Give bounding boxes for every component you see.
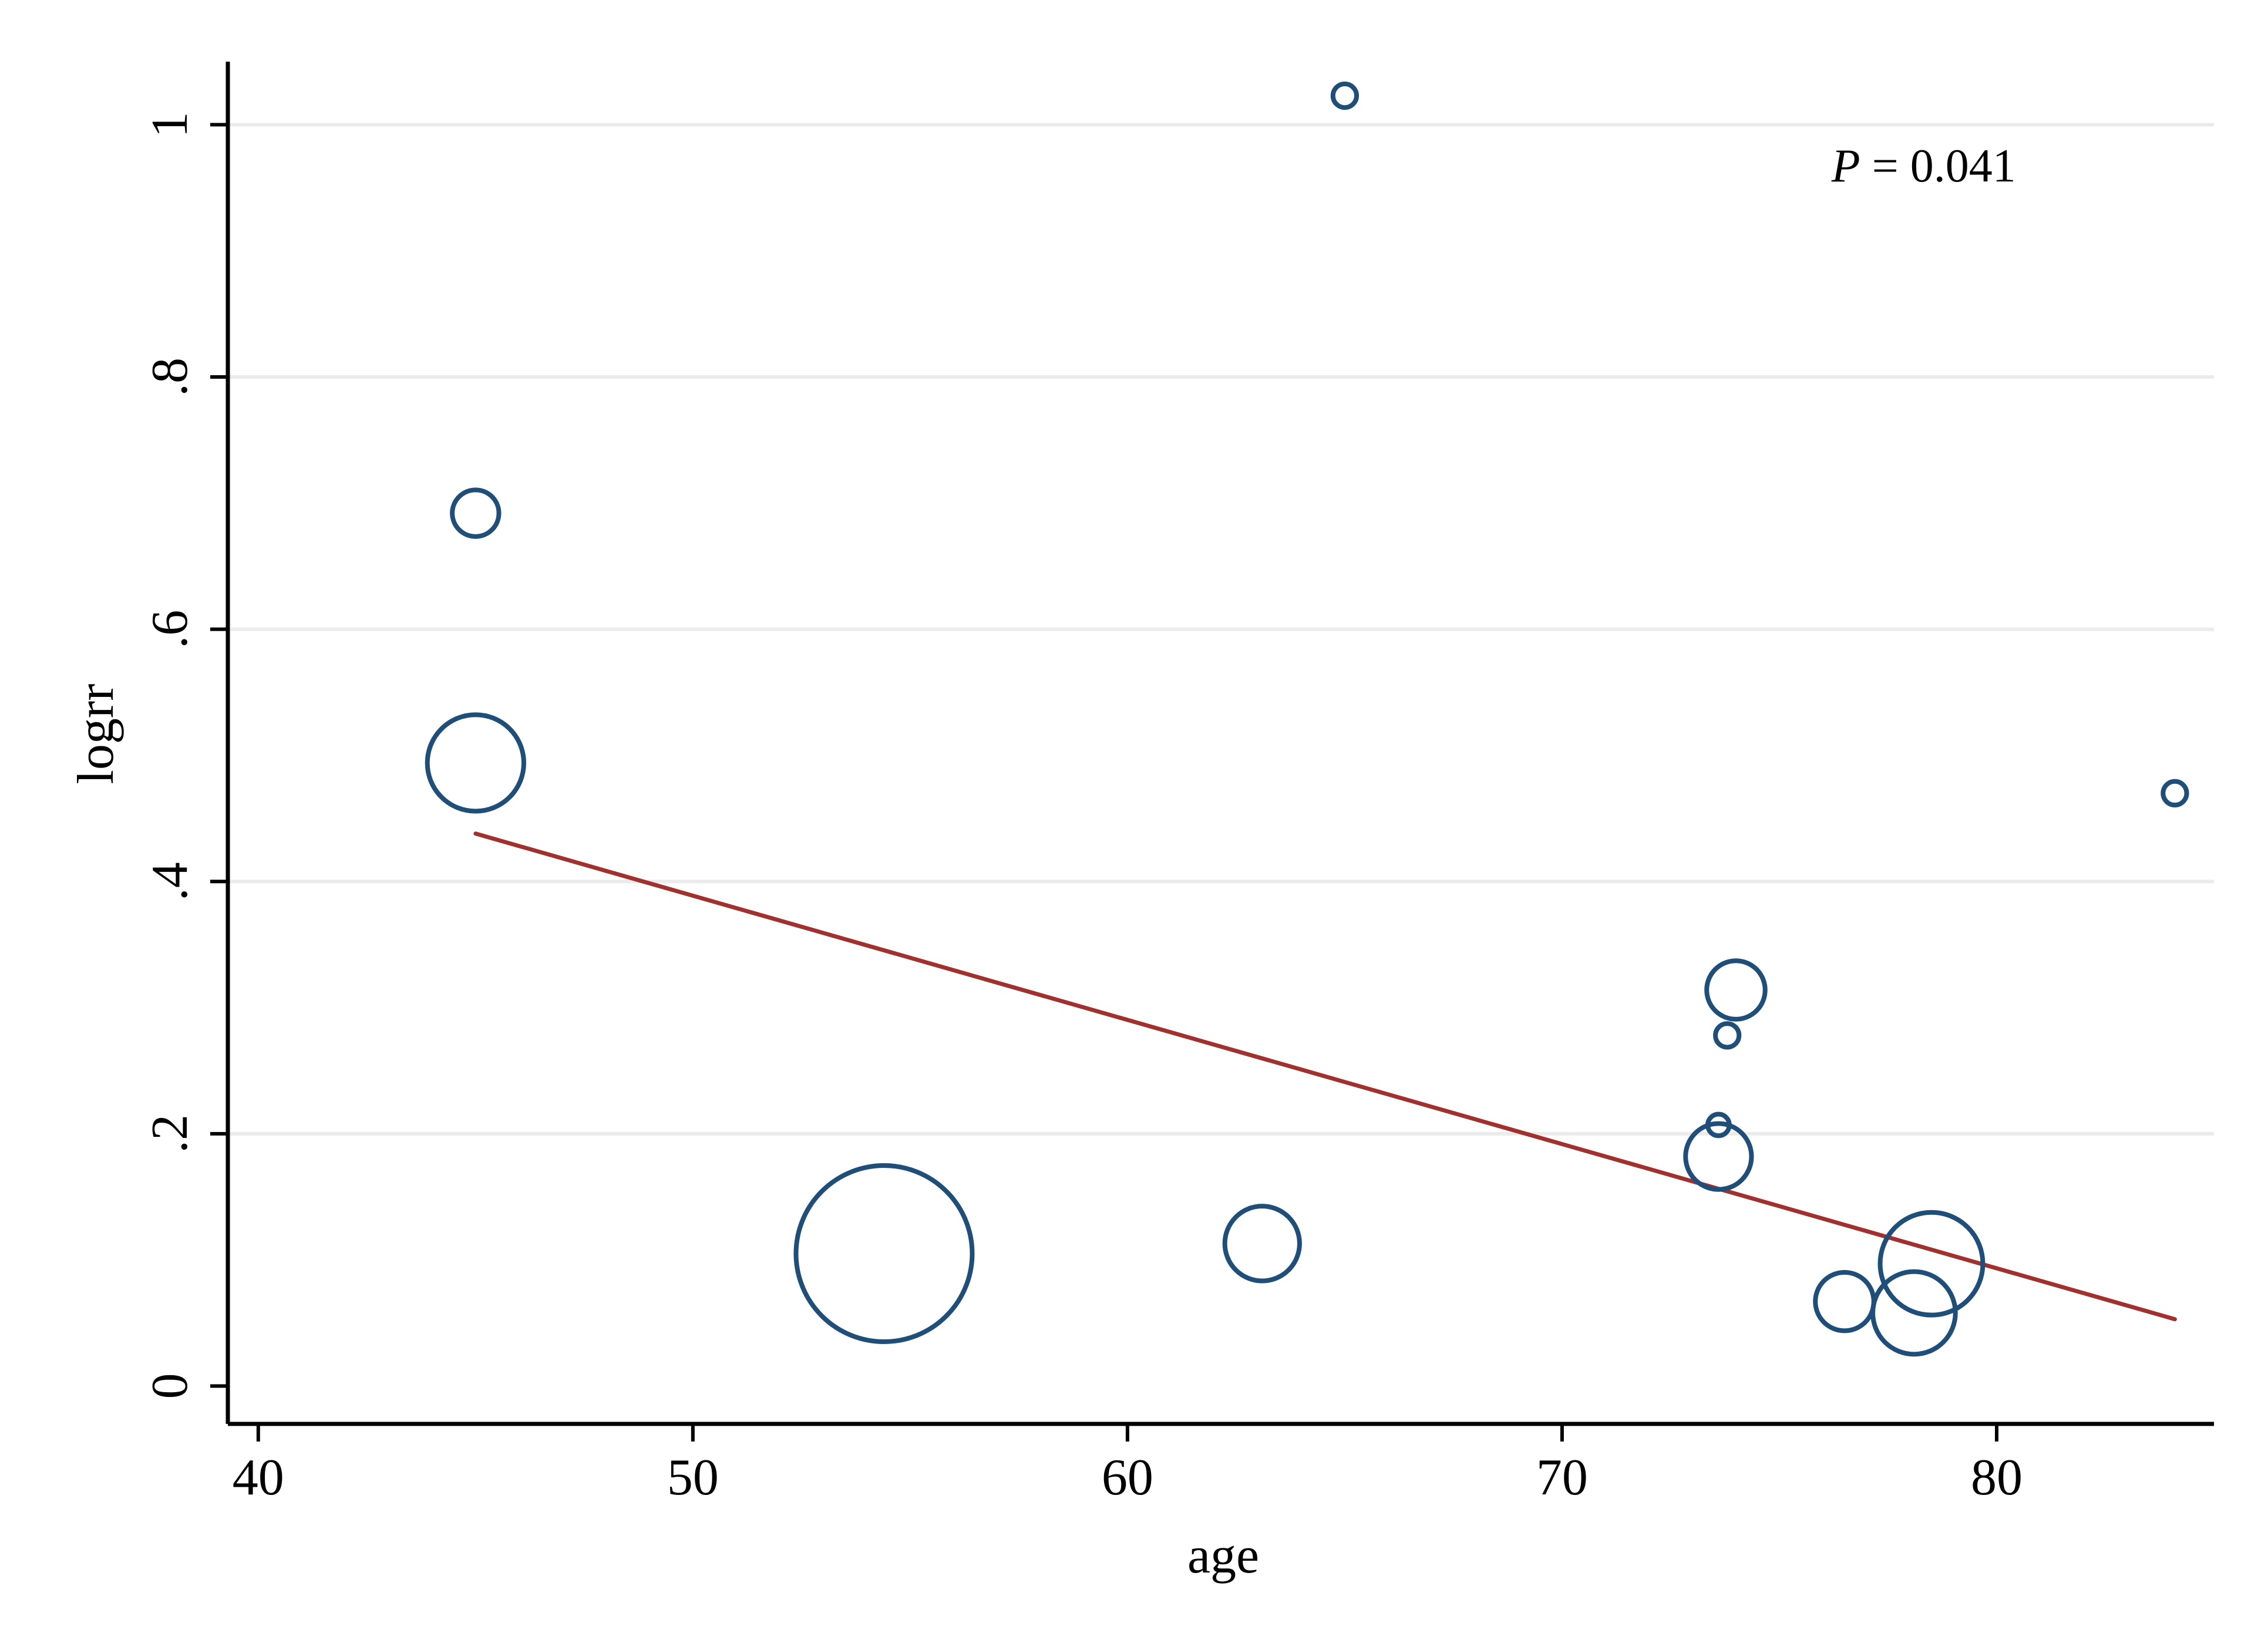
data-point-10 [1870, 1269, 1958, 1357]
x-tick-label-0: 40 [233, 1449, 284, 1506]
x-tick-label-1: 50 [667, 1449, 719, 1506]
p-value-symbol: P [1831, 140, 1860, 192]
annotation: P = 0.041 [1831, 140, 2016, 192]
fit-line [473, 831, 2177, 1322]
data-point-4 [1330, 81, 1360, 110]
x-tick-label-3: 70 [1536, 1449, 1588, 1506]
p-value-annotation: P = 0.041 [1831, 140, 2016, 192]
data-point-6 [1683, 1121, 1754, 1192]
x-tick-label-2: 60 [1102, 1449, 1153, 1506]
y-tick-label-0: 0 [142, 1373, 198, 1399]
data-point-3 [1222, 1204, 1302, 1284]
data-point-12 [2161, 779, 2189, 808]
data-point-8 [1704, 958, 1768, 1022]
data-point-1 [425, 712, 526, 814]
x-tick-label-4: 80 [1971, 1449, 2023, 1506]
tick-labels: 40 50 60 70 80 0 .2 .4 .6 .8 1 [142, 112, 2023, 1506]
y-tick-label-5: 1 [142, 112, 198, 137]
y-tick-label-2: .4 [142, 862, 198, 901]
axes [210, 62, 2214, 1442]
data-point-2 [793, 1163, 975, 1344]
data-point-11 [1877, 1210, 1986, 1318]
y-tick-label-3: .6 [142, 610, 198, 649]
axis-labels: age logrr [68, 683, 1259, 1584]
p-value-text: = 0.041 [1860, 140, 2016, 192]
data-points [425, 81, 2189, 1357]
x-axis-label: age [1187, 1527, 1259, 1584]
y-tick-label-4: .8 [142, 358, 198, 396]
y-axis-label: logrr [68, 683, 124, 784]
data-point-0 [450, 487, 502, 539]
gridlines [228, 123, 2214, 1136]
y-tick-label-1: .2 [142, 1114, 198, 1153]
data-point-9 [1813, 1269, 1876, 1333]
data-point-7 [1713, 1021, 1742, 1050]
fit-line-group [473, 831, 2177, 1322]
